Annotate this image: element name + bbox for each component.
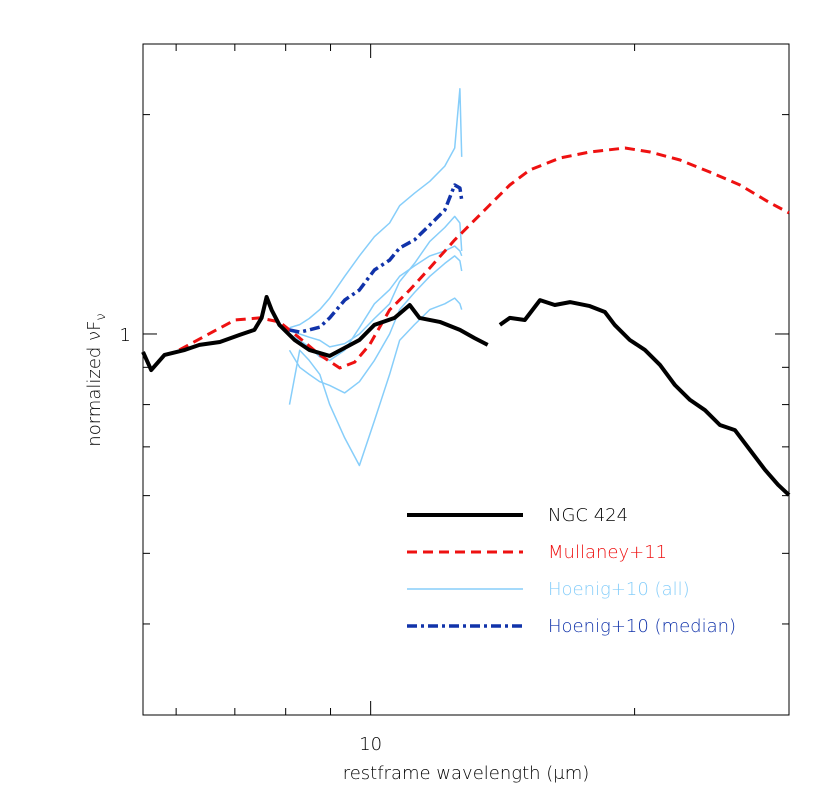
series-line: [141, 295, 791, 497]
y-tick-label: 1: [120, 325, 131, 346]
y-axis-label: normalized νFν: [84, 313, 109, 446]
series-line: [289, 215, 463, 348]
series-line: [289, 183, 464, 334]
legend-label: Hoenig+10 (median): [548, 616, 736, 637]
y-axis-label-main: normalized νF: [84, 321, 105, 447]
plot-frame: [142, 43, 790, 716]
legend-label: Hoenig+10 (all): [548, 579, 690, 600]
legend-label: Mullaney+11: [548, 542, 667, 563]
y-axis-label-sub: ν: [94, 313, 109, 320]
legend-label: NGC 424: [548, 505, 628, 526]
x-tick-label: 10: [359, 734, 382, 755]
series-line: [178, 146, 790, 370]
series-line: [288, 297, 463, 467]
series-line: [288, 255, 463, 394]
series-line: [289, 88, 463, 329]
x-axis-label: restframe wavelength (μm): [343, 763, 590, 784]
